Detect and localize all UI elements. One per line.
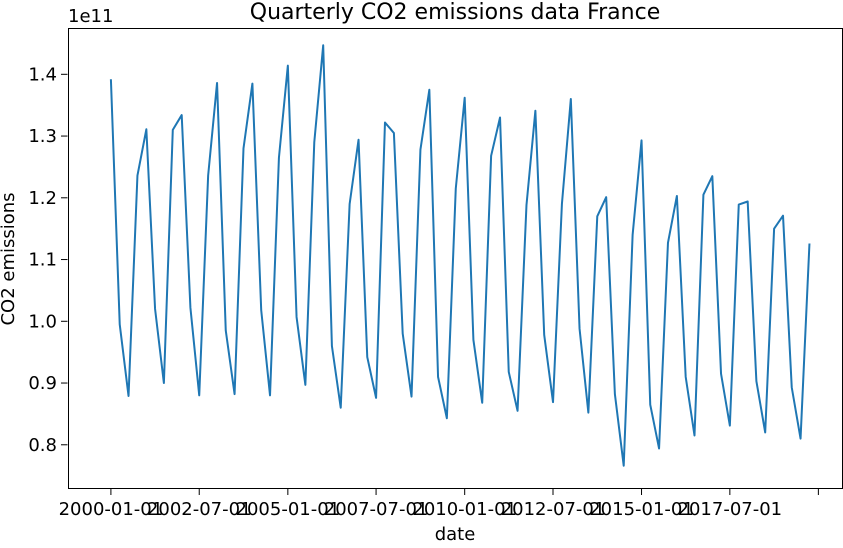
series-line-0: [111, 45, 810, 465]
y-tick-label: 0.9: [28, 373, 57, 394]
y-tick-label: 1.1: [28, 250, 57, 271]
y-tick-label: 1.3: [28, 126, 57, 147]
y-axis-label: CO2 emissions: [0, 192, 19, 325]
chart-title: Quarterly CO2 emissions data France: [250, 0, 660, 25]
plot-area: [111, 45, 810, 465]
y-tick-label: 1.4: [28, 64, 57, 85]
y-tick-label: 0.8: [28, 435, 57, 456]
x-tick-label: 2017-07-01: [678, 499, 783, 520]
y-tick-label: 1.0: [28, 311, 57, 332]
axes-frame: [69, 29, 843, 489]
y-axis-offset-label: 1e11: [68, 6, 113, 27]
x-axis: 2000-01-012002-07-012005-01-012007-07-01…: [59, 489, 819, 521]
y-axis: 0.8 0.9 1.0 1.1 1.2 1.3 1.4: [28, 64, 67, 455]
y-tick-label: 1.2: [28, 188, 57, 209]
x-axis-label: date: [435, 524, 476, 544]
